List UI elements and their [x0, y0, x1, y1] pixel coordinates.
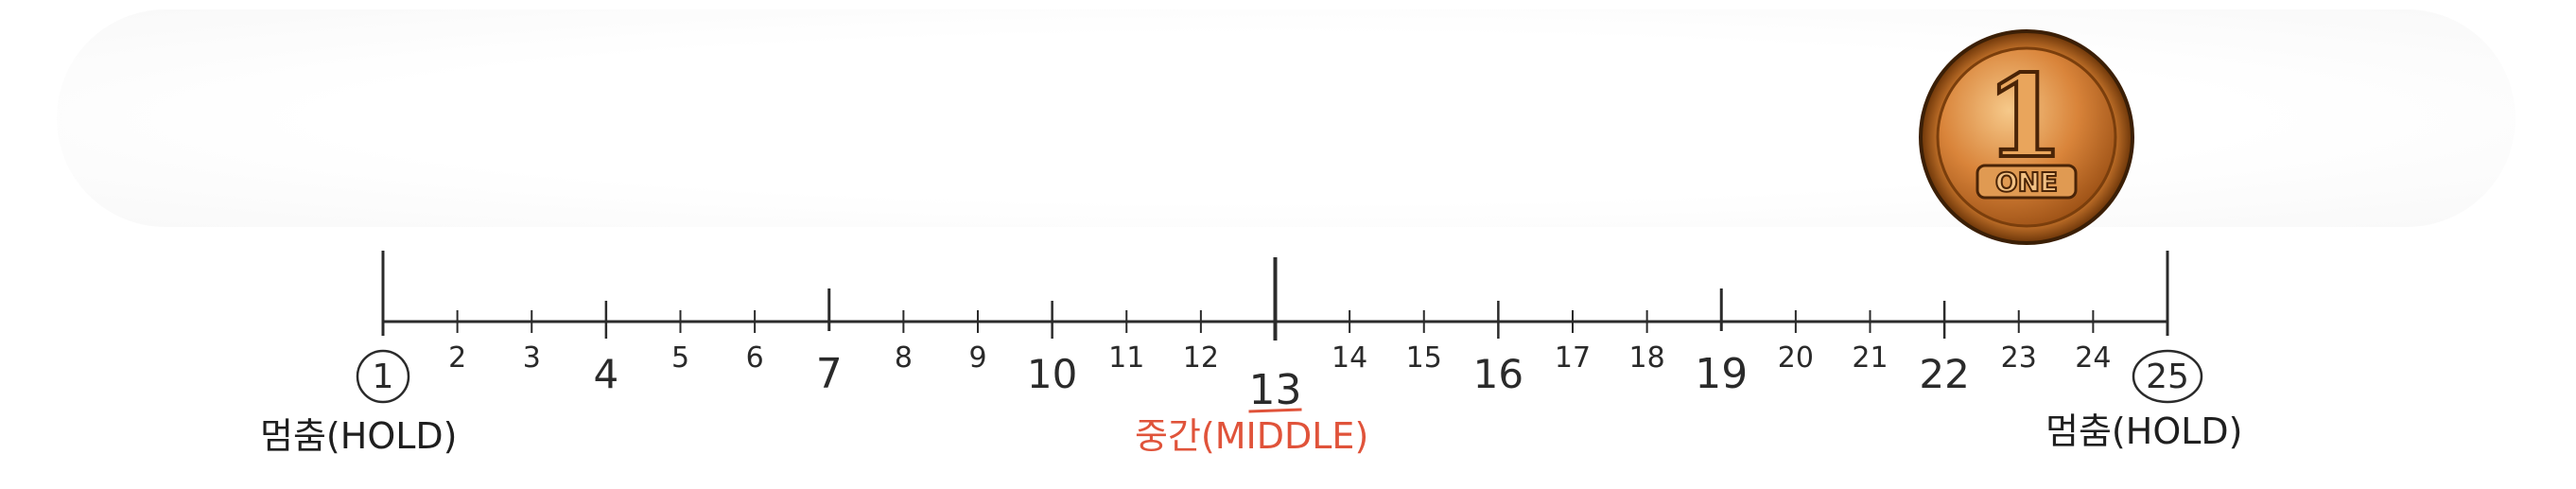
label-middle: 중간(MIDDLE) [1135, 415, 1368, 457]
tick-number-12: 12 [1183, 341, 1219, 375]
tick-number-4: 4 [594, 351, 619, 397]
tick-number-9: 9 [968, 341, 986, 375]
tick-number-3: 3 [523, 341, 541, 375]
tick-number-25: 25 [2146, 358, 2189, 396]
tick-number-14: 14 [1332, 341, 1367, 375]
tick-number-13: 13 [1249, 366, 1302, 414]
tick-number-19: 19 [1695, 350, 1748, 398]
tick-number-24: 24 [2075, 341, 2111, 375]
tick-number-1: 1 [373, 358, 394, 396]
one-coin-icon: 1 ONE [1919, 29, 2134, 245]
coin-word: ONE [1995, 166, 2058, 198]
tick-number-10: 10 [1027, 351, 1077, 397]
tick-number-21: 21 [1852, 341, 1888, 375]
tick-number-15: 15 [1406, 341, 1442, 375]
tick-number-20: 20 [1778, 341, 1814, 375]
tick-number-23: 23 [2001, 341, 2037, 375]
tick-number-16: 16 [1473, 351, 1523, 397]
label-right-hold: 멈춤(HOLD) [2045, 410, 2243, 452]
tick-number-11: 11 [1108, 341, 1144, 375]
coin-numeral: 1 [1985, 50, 2064, 183]
circle-mark-1 [356, 349, 410, 404]
coin-word-plate [1976, 164, 2078, 200]
tick-number-22: 22 [1919, 351, 1969, 397]
tick-number-7: 7 [816, 350, 843, 398]
tick-number-2: 2 [448, 341, 466, 375]
tick-number-6: 6 [746, 341, 764, 375]
tick-number-17: 17 [1555, 341, 1591, 375]
underline-mark-13 [1248, 408, 1302, 413]
label-left-hold: 멈춤(HOLD) [260, 415, 458, 457]
circle-mark-25 [2132, 349, 2203, 404]
tick-number-18: 18 [1629, 341, 1665, 375]
tick-marks [381, 251, 2169, 341]
tick-number-8: 8 [895, 341, 913, 375]
tick-number-5: 5 [671, 341, 689, 375]
